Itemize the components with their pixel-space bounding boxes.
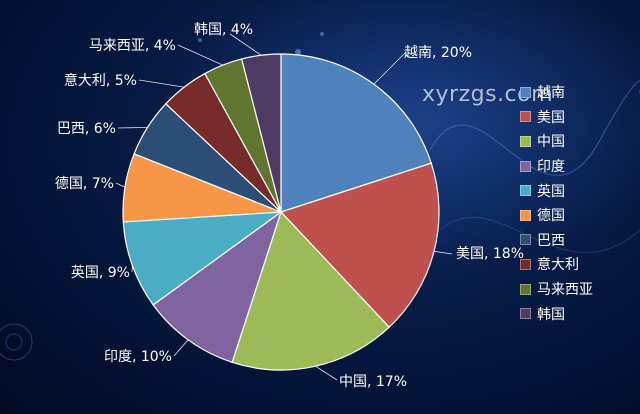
legend-label: 意大利 <box>537 257 579 274</box>
legend-swatch <box>520 258 531 270</box>
pie-slice <box>240 53 282 213</box>
data-label: 越南, 20% <box>404 45 472 61</box>
pie-slice <box>122 211 284 306</box>
legend-label: 印度 <box>537 159 565 176</box>
leader-line <box>433 250 453 255</box>
data-label: 印度, 10% <box>104 349 172 365</box>
legend-item: 英国 <box>520 178 593 203</box>
legend-label: 德国 <box>537 208 565 225</box>
data-label: 巴西, 6% <box>57 121 116 137</box>
legend-swatch <box>520 135 531 147</box>
leader-line <box>173 339 189 357</box>
data-label: 意大利, 5% <box>64 72 137 89</box>
data-label: 中国, 17% <box>339 374 407 390</box>
leader-line <box>138 79 185 88</box>
legend-swatch <box>520 234 531 246</box>
legend: 越南美国中国印度英国德国巴西意大利马来西亚韩国 <box>520 80 593 326</box>
legend-swatch <box>520 308 531 320</box>
pie-slice <box>280 53 433 213</box>
data-label: 马来西亚, 4% <box>89 38 176 54</box>
legend-item: 越南 <box>520 80 593 105</box>
legend-item: 中国 <box>520 129 593 154</box>
legend-swatch <box>520 283 531 295</box>
legend-item: 美国 <box>520 105 593 130</box>
legend-label: 越南 <box>537 85 565 102</box>
leader-line <box>117 126 148 129</box>
legend-swatch <box>520 111 531 123</box>
pie-slice <box>231 210 391 371</box>
pie-slice <box>279 162 440 329</box>
legend-swatch <box>520 185 531 197</box>
leader-line <box>177 44 223 66</box>
legend-item: 印度 <box>520 154 593 179</box>
legend-swatch <box>520 86 531 98</box>
legend-item: 德国 <box>520 203 593 228</box>
legend-label: 马来西亚 <box>537 282 593 299</box>
data-label: 德国, 7% <box>55 176 114 192</box>
legend-item: 马来西亚 <box>520 277 593 302</box>
legend-item: 意大利 <box>520 252 593 277</box>
legend-label: 韩国 <box>537 306 565 323</box>
legend-swatch <box>520 160 531 172</box>
legend-label: 英国 <box>537 183 565 200</box>
data-label: 英国, 9% <box>71 264 130 281</box>
data-label: 美国, 18% <box>456 246 524 262</box>
leader-line <box>373 51 407 85</box>
legend-label: 美国 <box>537 109 565 126</box>
leader-line <box>115 182 126 188</box>
legend-item: 巴西 <box>520 228 593 253</box>
legend-item: 韩国 <box>520 301 593 326</box>
legend-label: 中国 <box>537 134 565 151</box>
legend-label: 巴西 <box>537 232 565 249</box>
leader-line <box>229 33 262 56</box>
data-label: 韩国, 4% <box>194 22 253 38</box>
leader-line <box>315 365 338 381</box>
legend-swatch <box>520 209 531 221</box>
